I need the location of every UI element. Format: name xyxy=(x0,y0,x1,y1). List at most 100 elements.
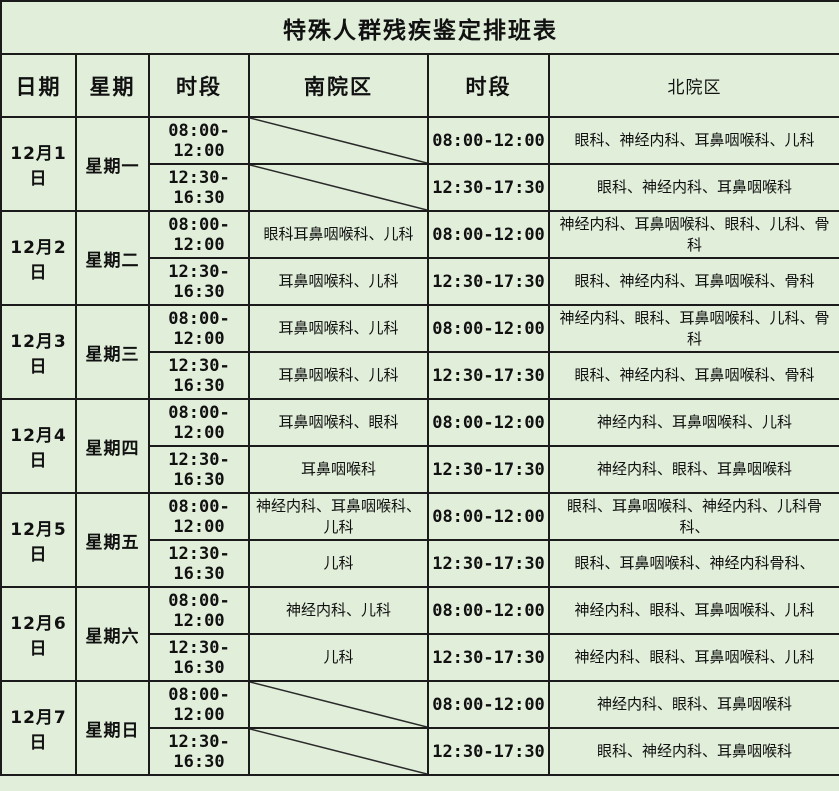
north-dept-cell: 眼科、神经内科、耳鼻咽喉科、骨科 xyxy=(547,351,839,400)
south-dept-text: 眼科耳鼻咽喉科、儿科 xyxy=(263,225,414,244)
north-dept-cell: 神经内科、耳鼻咽喉科、眼科、儿科、骨科 xyxy=(547,210,839,259)
south-dept-text: 耳鼻咽喉科 xyxy=(300,460,376,479)
time-north-cell: 12:30-17:30 xyxy=(427,445,550,494)
weekday-cell: 星期三 xyxy=(75,304,150,400)
schedule-row-pm: 12:30-16:30 儿科 12:30-17:30 眼科、耳鼻咽喉科、神经内科… xyxy=(1,539,839,588)
time-north-cell: 08:00-12:00 xyxy=(427,116,550,165)
date-cell: 12月6日 xyxy=(0,586,77,682)
north-dept-cell: 眼科、耳鼻咽喉科、神经内科骨科、 xyxy=(547,539,839,588)
time-south-cell: 12:30-16:30 xyxy=(148,727,250,776)
south-dept-cell xyxy=(248,163,429,212)
time-north-cell: 12:30-17:30 xyxy=(427,163,550,212)
south-dept-text: 耳鼻咽喉科、眼科 xyxy=(278,413,399,432)
weekday-cell: 星期日 xyxy=(75,680,150,776)
south-dept-cell: 耳鼻咽喉科 xyxy=(248,445,429,494)
col-header-north-campus: 北院区 xyxy=(547,53,839,118)
time-south-cell: 12:30-16:30 xyxy=(148,633,250,682)
time-north-cell: 08:00-12:00 xyxy=(427,680,550,729)
column-header-row: 日期 星期 时段 南院区 时段 北院区 xyxy=(0,53,839,118)
diagonal-strike-line xyxy=(250,682,427,727)
south-dept-cell xyxy=(248,116,429,165)
south-dept-cell: 儿科 xyxy=(248,633,429,682)
north-dept-cell: 眼科、耳鼻咽喉科、神经内科、儿科骨科、 xyxy=(547,492,839,541)
time-north-cell: 08:00-12:00 xyxy=(427,586,550,635)
schedule-row-am: 12月7日 星期日 08:00-12:00 08:00-12:00 神经内科、眼… xyxy=(0,680,839,776)
time-south-cell: 08:00-12:00 xyxy=(148,210,250,259)
time-south-cell: 12:30-16:30 xyxy=(148,163,250,212)
weekday-cell: 星期一 xyxy=(75,116,150,212)
time-north-cell: 08:00-12:00 xyxy=(427,210,550,259)
title-row: 特殊人群残疾鉴定排班表 xyxy=(0,0,839,55)
date-cell: 12月7日 xyxy=(0,680,77,776)
time-south-cell: 08:00-12:00 xyxy=(148,398,250,447)
south-dept-text: 儿科 xyxy=(323,554,354,573)
date-cell: 12月4日 xyxy=(0,398,77,494)
schedule-row-pm: 12:30-16:30 儿科 12:30-17:30 神经内科、眼科、耳鼻咽喉科… xyxy=(1,633,839,682)
time-south-cell: 08:00-12:00 xyxy=(148,304,250,353)
time-south-cell: 12:30-16:30 xyxy=(148,445,250,494)
schedule-row-pm: 12:30-16:30 耳鼻咽喉科、儿科 12:30-17:30 眼科、神经内科… xyxy=(1,257,839,306)
south-dept-cell xyxy=(248,680,429,729)
schedule-row-pm: 12:30-16:30 12:30-17:30 眼科、神经内科、耳鼻咽喉科 xyxy=(1,727,839,776)
time-south-cell: 12:30-16:30 xyxy=(148,351,250,400)
south-dept-cell: 耳鼻咽喉科、眼科 xyxy=(248,398,429,447)
time-north-cell: 12:30-17:30 xyxy=(427,727,550,776)
diagonal-strike-line xyxy=(250,729,427,774)
time-south-cell: 08:00-12:00 xyxy=(148,492,250,541)
south-dept-cell: 耳鼻咽喉科、儿科 xyxy=(248,304,429,353)
south-dept-cell: 神经内科、耳鼻咽喉科、儿科 xyxy=(248,492,429,541)
time-north-cell: 12:30-17:30 xyxy=(427,351,550,400)
north-dept-cell: 神经内科、耳鼻咽喉科、儿科 xyxy=(547,398,839,447)
north-dept-cell: 神经内科、眼科、耳鼻咽喉科 xyxy=(547,445,839,494)
time-south-cell: 08:00-12:00 xyxy=(148,586,250,635)
schedule-row-am: 12月6日 星期六 08:00-12:00 神经内科、儿科 08:00-12:0… xyxy=(0,586,839,682)
south-dept-text: 耳鼻咽喉科、儿科 xyxy=(278,319,399,338)
south-dept-cell: 儿科 xyxy=(248,539,429,588)
date-cell: 12月3日 xyxy=(0,304,77,400)
south-dept-text: 耳鼻咽喉科、儿科 xyxy=(278,272,399,291)
col-header-week: 星期 xyxy=(75,53,150,118)
south-dept-cell xyxy=(248,727,429,776)
weekday-cell: 星期四 xyxy=(75,398,150,494)
weekday-cell: 星期六 xyxy=(75,586,150,682)
diagonal-strike-line xyxy=(250,118,427,163)
south-dept-text: 神经内科、儿科 xyxy=(285,601,391,620)
date-cell: 12月5日 xyxy=(0,492,77,588)
schedule-row-am: 12月2日 星期二 08:00-12:00 眼科耳鼻咽喉科、儿科 08:00-1… xyxy=(0,210,839,306)
time-north-cell: 12:30-17:30 xyxy=(427,257,550,306)
date-cell: 12月1日 xyxy=(0,116,77,212)
time-south-cell: 12:30-16:30 xyxy=(148,539,250,588)
time-north-cell: 12:30-17:30 xyxy=(427,633,550,682)
schedule-row-pm: 12:30-16:30 耳鼻咽喉科、儿科 12:30-17:30 眼科、神经内科… xyxy=(1,351,839,400)
weekday-cell: 星期五 xyxy=(75,492,150,588)
time-south-cell: 12:30-16:30 xyxy=(148,257,250,306)
north-dept-cell: 眼科、神经内科、耳鼻咽喉科 xyxy=(547,163,839,212)
south-dept-cell: 耳鼻咽喉科、儿科 xyxy=(248,257,429,306)
schedule-row-pm: 12:30-16:30 12:30-17:30 眼科、神经内科、耳鼻咽喉科 xyxy=(1,163,839,212)
south-dept-cell: 耳鼻咽喉科、儿科 xyxy=(248,351,429,400)
schedule-row-am: 12月1日 星期一 08:00-12:00 08:00-12:00 眼科、神经内… xyxy=(0,116,839,212)
col-header-south-campus: 南院区 xyxy=(248,53,429,118)
col-header-date: 日期 xyxy=(0,53,77,118)
col-header-time-south: 时段 xyxy=(148,53,250,118)
date-cell: 12月2日 xyxy=(0,210,77,306)
weekday-cell: 星期二 xyxy=(75,210,150,306)
schedule-row-pm: 12:30-16:30 耳鼻咽喉科 12:30-17:30 神经内科、眼科、耳鼻… xyxy=(1,445,839,494)
south-dept-text: 儿科 xyxy=(323,648,354,667)
north-dept-cell: 神经内科、眼科、耳鼻咽喉科、儿科 xyxy=(547,586,839,635)
time-north-cell: 12:30-17:30 xyxy=(427,539,550,588)
time-north-cell: 08:00-12:00 xyxy=(427,492,550,541)
north-dept-cell: 神经内科、眼科、耳鼻咽喉科 xyxy=(547,680,839,729)
north-dept-cell: 眼科、神经内科、耳鼻咽喉科 xyxy=(547,727,839,776)
diagonal-strike-line xyxy=(250,165,427,210)
north-dept-cell: 神经内科、眼科、耳鼻咽喉科、儿科、骨科 xyxy=(547,304,839,353)
north-dept-cell: 眼科、神经内科、耳鼻咽喉科、骨科 xyxy=(547,257,839,306)
time-north-cell: 08:00-12:00 xyxy=(427,304,550,353)
time-south-cell: 08:00-12:00 xyxy=(148,680,250,729)
north-dept-cell: 眼科、神经内科、耳鼻咽喉科、儿科 xyxy=(547,116,839,165)
time-south-cell: 08:00-12:00 xyxy=(148,116,250,165)
north-dept-cell: 神经内科、眼科、耳鼻咽喉科、儿科 xyxy=(547,633,839,682)
